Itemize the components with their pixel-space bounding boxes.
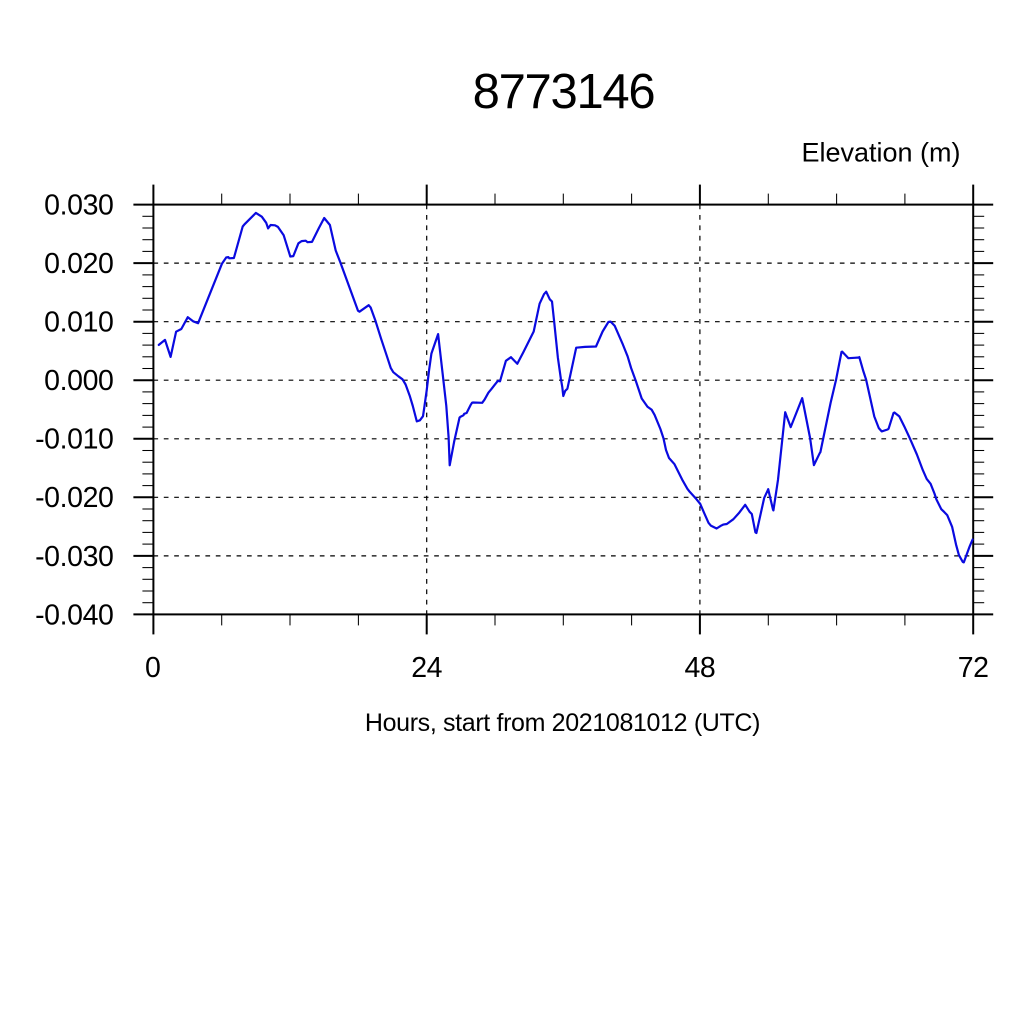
svg-text:8773146: 8773146 <box>473 65 655 119</box>
svg-text:0: 0 <box>145 652 160 684</box>
svg-text:72: 72 <box>958 652 989 684</box>
svg-text:-0.040: -0.040 <box>35 599 113 631</box>
svg-text:-0.010: -0.010 <box>35 424 113 456</box>
svg-text:0.000: 0.000 <box>44 365 113 397</box>
svg-text:24: 24 <box>411 652 442 684</box>
svg-text:0.010: 0.010 <box>44 307 113 339</box>
svg-text:-0.030: -0.030 <box>35 541 113 573</box>
svg-text:Hours, start from 2021081012 (: Hours, start from 2021081012 (UTC) <box>365 709 760 737</box>
svg-text:-0.020: -0.020 <box>35 482 113 514</box>
svg-text:0.020: 0.020 <box>44 248 113 280</box>
svg-text:48: 48 <box>684 652 715 684</box>
svg-text:0.030: 0.030 <box>44 190 113 222</box>
svg-text:Elevation (m): Elevation (m) <box>801 138 960 168</box>
